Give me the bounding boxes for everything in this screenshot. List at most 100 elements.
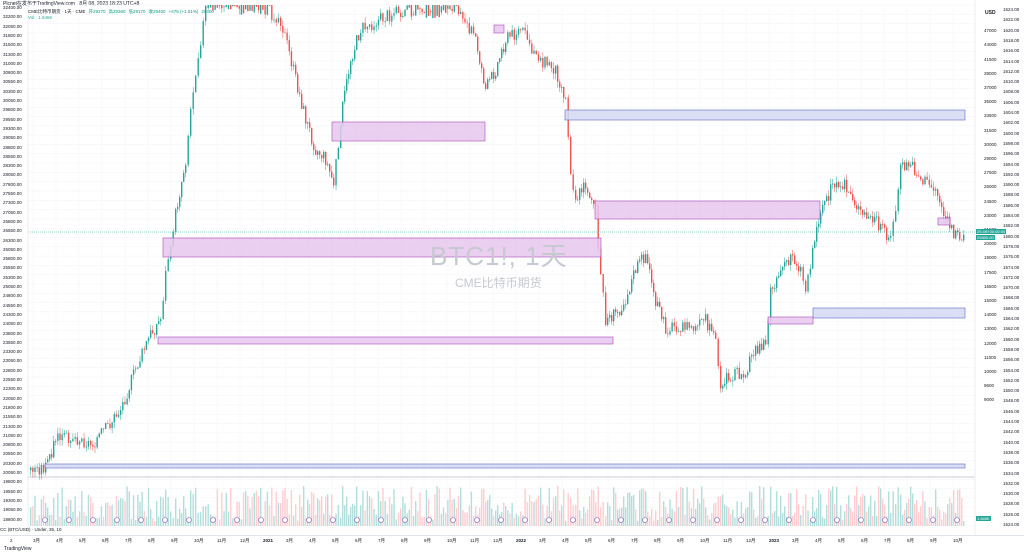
volume-bar — [419, 492, 421, 526]
volume-bar — [613, 487, 615, 526]
time-tick: 9月 — [171, 538, 179, 543]
left-price-scale[interactable]: 32400.00 32200.00 32050.00 31800.00 31500.00… — [0, 0, 28, 530]
scale-tick: 27300.00 — [3, 200, 22, 206]
candle-body — [509, 32, 511, 37]
volume-bar — [745, 508, 747, 526]
candle-body — [36, 467, 38, 469]
scale-tick: 1572.00 — [1003, 274, 1020, 280]
candle-body — [317, 151, 319, 155]
volume-bar — [225, 492, 227, 526]
candle-body — [234, 5, 236, 6]
candle-body — [780, 270, 782, 277]
volume-bar — [67, 499, 70, 526]
event-marker-icon — [618, 517, 624, 523]
scale-tick: 20300.00 — [3, 460, 22, 466]
volume-bar — [280, 502, 282, 526]
volume-bar — [207, 504, 209, 526]
candle-body — [350, 61, 352, 74]
volume-bar — [812, 497, 814, 526]
candle-body — [264, 5, 266, 15]
volume-bar — [895, 504, 897, 526]
volume-bar — [591, 489, 593, 526]
scale-tick: 1578.00 — [1003, 243, 1020, 249]
candle-body — [368, 24, 371, 27]
candle-body — [824, 201, 826, 205]
volume-bar — [53, 498, 55, 526]
volume-bar — [509, 513, 511, 526]
time-tick: 2022 — [516, 538, 527, 543]
symbol-title[interactable]: CME比特币期货 · 1天 · CME — [28, 9, 86, 14]
candle-body — [856, 205, 858, 210]
candle-body — [941, 202, 943, 208]
candle-body — [290, 51, 293, 67]
scale-tick: 1584.00 — [1003, 213, 1020, 218]
candle-body — [805, 280, 807, 292]
right-price-scale-b[interactable]: 1624.00 1622.00 1620.00 1618.00 1616.00 1614.… — [1000, 0, 1024, 530]
volume-bar — [872, 515, 874, 526]
candle-body — [876, 216, 878, 218]
volume-bar — [535, 499, 537, 526]
candle-body — [333, 177, 335, 186]
candle-body — [503, 48, 505, 52]
volume-bar — [85, 516, 87, 526]
candle-body — [671, 322, 673, 332]
volume-bar — [759, 486, 761, 526]
candle-body — [507, 32, 509, 43]
volume-bar — [317, 498, 319, 526]
volume-bar — [575, 504, 577, 526]
scale-tick: 1594.00 — [1003, 161, 1020, 167]
volume-bar — [303, 486, 305, 526]
scale-tick: 17500 — [984, 269, 997, 275]
volume-bar — [102, 517, 105, 526]
time-axis[interactable]: 2 3月 4月 5月 6月 7月 8月 9月 10月 11月 12月 2021 3月 4月 5月 6月 7月 8月… — [0, 535, 1024, 545]
candle-body — [912, 161, 914, 165]
candle-body — [726, 373, 728, 384]
candle-body — [111, 422, 113, 429]
volume-bar — [462, 509, 464, 526]
candle-body — [928, 179, 930, 185]
chart-legend: CME比特币期货 · 1天 · CME 开29270 高29360 低29170… — [28, 9, 214, 21]
volume-bar — [792, 515, 794, 526]
right-price-scale-a[interactable]: 47000 44000 41500 39000 37000 35000 33500 31500… — [975, 0, 1000, 530]
volume-bar — [360, 505, 362, 526]
candle-body — [738, 367, 740, 379]
candle-body — [537, 54, 540, 61]
event-marker-icon — [858, 517, 864, 523]
volume-bar — [137, 494, 139, 526]
candle-body — [724, 383, 726, 386]
candle-body — [597, 205, 599, 250]
candle-body — [147, 337, 150, 342]
indicator-legend[interactable]: CC (BTC/USD) · Under, 35, 10 — [0, 527, 62, 532]
volume-bar — [47, 507, 49, 526]
candle-body — [908, 162, 910, 167]
volume-bar — [257, 496, 260, 526]
scale-tick: 33500 — [984, 113, 997, 119]
volume-bar — [715, 502, 717, 526]
candle-body — [273, 19, 275, 21]
zone-box — [157, 336, 614, 345]
event-marker-icon — [690, 517, 696, 523]
volume-bar — [548, 488, 550, 526]
scale-tick: 29800.00 — [3, 107, 22, 113]
time-tick: 7月 — [125, 538, 133, 543]
candle-body — [81, 438, 83, 442]
logo-text: TradingView — [4, 546, 32, 552]
candle-body — [440, 6, 443, 13]
volume-bar — [165, 489, 167, 526]
volume-bar — [947, 504, 949, 526]
candle-body — [585, 182, 587, 189]
volume-bar — [542, 504, 544, 526]
candle-body — [352, 59, 354, 62]
candle-body — [497, 61, 499, 76]
currency-label[interactable]: USD — [985, 10, 996, 16]
candle-body — [625, 304, 627, 306]
candle-body — [311, 127, 313, 144]
volume-bar — [862, 493, 864, 526]
event-marker-icon — [306, 517, 312, 523]
candle-body — [128, 390, 130, 399]
volume-bar — [912, 493, 914, 526]
scale-tick: 1612.00 — [1003, 68, 1020, 74]
event-marker-icon — [810, 517, 816, 523]
candle-body — [914, 161, 916, 175]
